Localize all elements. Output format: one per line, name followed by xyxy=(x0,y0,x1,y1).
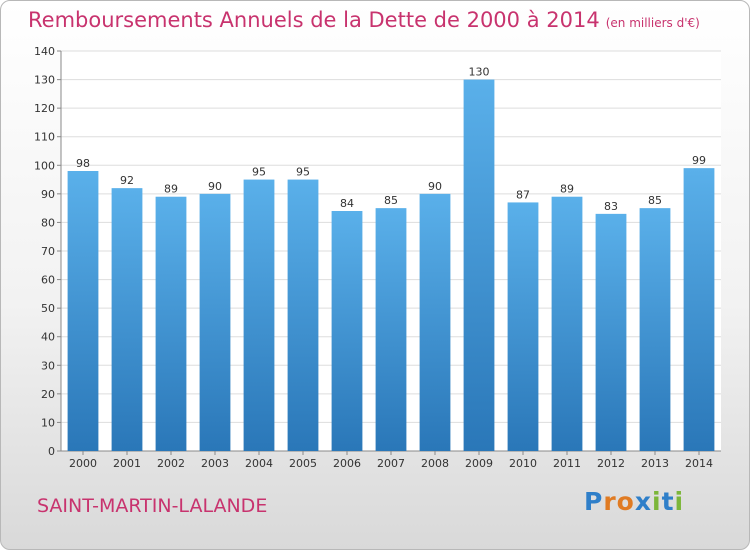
x-tick-label: 2009 xyxy=(465,457,493,470)
y-tick-label: 80 xyxy=(41,216,55,229)
bar xyxy=(331,211,363,451)
x-tick-label: 2011 xyxy=(553,457,581,470)
bar xyxy=(111,188,143,451)
data-label: 98 xyxy=(76,157,90,170)
data-label: 85 xyxy=(384,194,398,207)
y-tick-label: 70 xyxy=(41,245,55,258)
title-text: Remboursements Annuels de la Dette de 20… xyxy=(28,8,600,32)
bar xyxy=(639,208,671,451)
x-tick-label: 2000 xyxy=(69,457,97,470)
y-tick-label: 60 xyxy=(41,274,55,287)
data-label: 85 xyxy=(648,194,662,207)
y-tick-label: 0 xyxy=(48,445,55,458)
x-tick-label: 2004 xyxy=(245,457,273,470)
data-label: 89 xyxy=(164,183,178,196)
y-tick-label: 20 xyxy=(41,388,55,401)
bar xyxy=(199,193,231,451)
x-tick-label: 2012 xyxy=(597,457,625,470)
bar xyxy=(287,179,319,452)
x-tick-label: 2013 xyxy=(641,457,669,470)
y-tick-label: 30 xyxy=(41,359,55,372)
unit-label: (en milliers d'€) xyxy=(605,16,700,30)
x-tick-label: 2006 xyxy=(333,457,361,470)
x-tick-label: 2007 xyxy=(377,457,405,470)
x-tick-label: 2014 xyxy=(685,457,713,470)
data-label: 90 xyxy=(208,180,222,193)
bar xyxy=(507,202,539,451)
y-tick-label: 130 xyxy=(34,74,55,87)
y-tick-label: 120 xyxy=(34,102,55,115)
y-tick-label: 140 xyxy=(34,45,55,58)
y-tick-label: 100 xyxy=(34,159,55,172)
commune-name: SAINT-MARTIN-LALANDE xyxy=(37,495,268,517)
y-tick-label: 110 xyxy=(34,131,55,144)
x-tick-label: 2008 xyxy=(421,457,449,470)
bar xyxy=(595,213,627,451)
y-tick-label: 90 xyxy=(41,188,55,201)
data-label: 92 xyxy=(120,174,134,187)
data-label: 90 xyxy=(428,180,442,193)
y-tick-label: 50 xyxy=(41,302,55,315)
bar xyxy=(375,208,407,451)
bar xyxy=(419,193,451,451)
bar xyxy=(683,168,715,451)
data-label: 95 xyxy=(296,166,310,179)
bar xyxy=(155,196,187,451)
bar xyxy=(67,171,99,451)
bar xyxy=(243,179,275,452)
data-label: 84 xyxy=(340,197,354,210)
bar xyxy=(551,196,583,451)
y-tick-label: 40 xyxy=(41,331,55,344)
bar xyxy=(463,79,495,452)
x-tick-label: 2001 xyxy=(113,457,141,470)
data-label: 95 xyxy=(252,166,266,179)
proxiti-logo: Proxiti xyxy=(584,487,685,516)
x-tick-label: 2005 xyxy=(289,457,317,470)
x-tick-label: 2002 xyxy=(157,457,185,470)
data-label: 89 xyxy=(560,183,574,196)
data-label: 99 xyxy=(692,154,706,167)
x-tick-label: 2010 xyxy=(509,457,537,470)
data-label: 87 xyxy=(516,188,530,201)
data-label: 130 xyxy=(469,66,490,79)
y-tick-label: 10 xyxy=(41,416,55,429)
data-label: 83 xyxy=(604,200,618,213)
chart-title: Remboursements Annuels de la Dette de 20… xyxy=(28,8,700,32)
x-tick-label: 2003 xyxy=(201,457,229,470)
